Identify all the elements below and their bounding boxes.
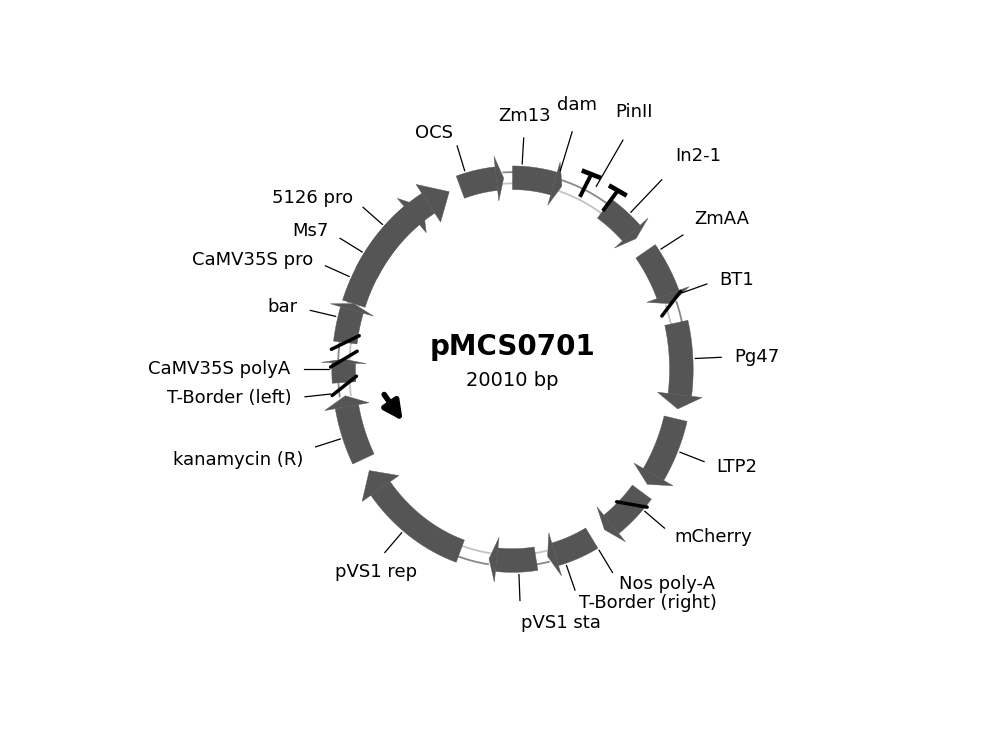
Text: kanamycin (R): kanamycin (R): [173, 451, 303, 469]
Polygon shape: [343, 193, 435, 307]
Text: OCS: OCS: [415, 124, 453, 142]
Polygon shape: [371, 482, 464, 562]
Text: LTP2: LTP2: [717, 458, 758, 476]
Polygon shape: [665, 320, 693, 396]
Polygon shape: [489, 537, 499, 582]
Text: ZmAA: ZmAA: [694, 210, 749, 228]
Polygon shape: [332, 363, 356, 383]
Polygon shape: [548, 533, 562, 576]
Text: bar: bar: [267, 298, 297, 317]
Text: 20010 bp: 20010 bp: [466, 371, 559, 390]
Polygon shape: [416, 184, 449, 222]
Text: 5126 pro: 5126 pro: [272, 189, 353, 208]
Text: pVS1 rep: pVS1 rep: [335, 563, 417, 580]
Polygon shape: [552, 528, 598, 566]
Polygon shape: [658, 393, 702, 409]
Text: dam: dam: [557, 96, 597, 114]
Polygon shape: [604, 485, 651, 534]
Polygon shape: [330, 303, 374, 316]
Text: BT1: BT1: [719, 270, 754, 289]
Polygon shape: [397, 198, 426, 232]
Text: T-Border (right): T-Border (right): [579, 594, 717, 612]
Polygon shape: [615, 218, 648, 248]
Polygon shape: [362, 471, 399, 501]
Polygon shape: [636, 245, 679, 299]
Text: In2-1: In2-1: [675, 148, 721, 165]
Text: Nos poly-A: Nos poly-A: [619, 575, 715, 593]
Text: PinII: PinII: [615, 102, 653, 121]
Text: mCherry: mCherry: [675, 528, 752, 546]
Text: Ms7: Ms7: [292, 222, 329, 240]
Polygon shape: [597, 199, 640, 241]
Text: pVS1 sta: pVS1 sta: [521, 614, 600, 632]
Polygon shape: [548, 162, 562, 205]
Polygon shape: [456, 167, 498, 198]
Polygon shape: [495, 547, 538, 572]
Text: CaMV35S polyA: CaMV35S polyA: [148, 360, 290, 378]
Text: Pg47: Pg47: [735, 348, 780, 366]
Polygon shape: [597, 507, 625, 542]
Text: Zm13: Zm13: [498, 107, 551, 125]
Polygon shape: [321, 359, 366, 363]
Polygon shape: [647, 287, 689, 303]
Polygon shape: [334, 307, 363, 344]
Text: pMCS0701: pMCS0701: [430, 333, 595, 360]
Polygon shape: [335, 404, 374, 464]
Polygon shape: [325, 395, 369, 411]
Polygon shape: [643, 416, 687, 480]
Text: CaMV35S pro: CaMV35S pro: [192, 251, 313, 269]
Polygon shape: [494, 156, 504, 201]
Polygon shape: [356, 206, 419, 279]
Polygon shape: [634, 463, 673, 485]
Polygon shape: [512, 166, 557, 195]
Text: T-Border (left): T-Border (left): [167, 389, 292, 407]
